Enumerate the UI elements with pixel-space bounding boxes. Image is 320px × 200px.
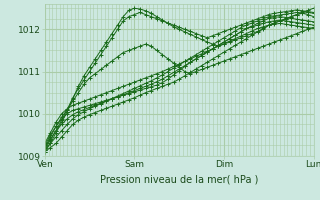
X-axis label: Pression niveau de la mer( hPa ): Pression niveau de la mer( hPa ) (100, 175, 258, 185)
